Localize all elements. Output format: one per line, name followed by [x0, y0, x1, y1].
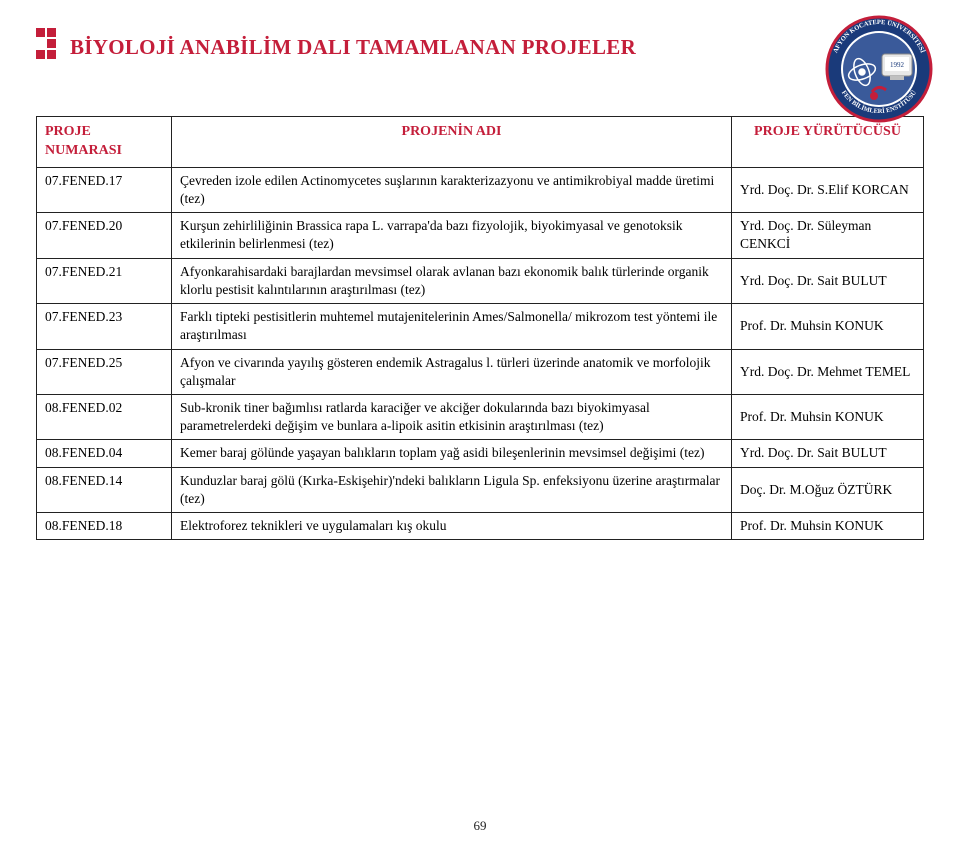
cell-name: Afyonkarahisardaki barajlardan mevsimsel… [172, 258, 732, 303]
cell-code: 07.FENED.25 [37, 349, 172, 394]
title-bar: BİYOLOJİ ANABİLİM DALI TAMAMLANAN PROJEL… [36, 28, 924, 66]
cell-code: 07.FENED.17 [37, 167, 172, 212]
header-name: PROJENİN ADI [172, 117, 732, 168]
table-row: 08.FENED.18Elektroforez teknikleri ve uy… [37, 513, 924, 540]
cell-code: 07.FENED.21 [37, 258, 172, 303]
cell-name: Farklı tipteki pestisitlerin muhtemel mu… [172, 304, 732, 349]
table-row: 07.FENED.17Çevreden izole edilen Actinom… [37, 167, 924, 212]
cell-code: 07.FENED.20 [37, 213, 172, 258]
table-row: 08.FENED.02Sub-kronik tiner bağımlısı ra… [37, 394, 924, 439]
table-row: 07.FENED.23Farklı tipteki pestisitlerin … [37, 304, 924, 349]
table-row: 08.FENED.14Kunduzlar baraj gölü (Kırka-E… [37, 467, 924, 512]
cell-name: Sub-kronik tiner bağımlısı ratlarda kara… [172, 394, 732, 439]
table-header-row: PROJE NUMARASI PROJENİN ADI PROJE YÜRÜTÜ… [37, 117, 924, 168]
table-row: 07.FENED.25Afyon ve civarında yayılış gö… [37, 349, 924, 394]
cell-exec: Yrd. Doç. Dr. Sait BULUT [732, 258, 924, 303]
cell-exec: Yrd. Doç. Dr. Mehmet TEMEL [732, 349, 924, 394]
cell-exec: Prof. Dr. Muhsin KONUK [732, 394, 924, 439]
cell-name: Kurşun zehirliliğinin Brassica rapa L. v… [172, 213, 732, 258]
cell-exec: Yrd. Doç. Dr. S.Elif KORCAN [732, 167, 924, 212]
cell-exec: Prof. Dr. Muhsin KONUK [732, 304, 924, 349]
cell-exec: Doç. Dr. M.Oğuz ÖZTÜRK [732, 467, 924, 512]
cell-code: 08.FENED.14 [37, 467, 172, 512]
cell-name: Elektroforez teknikleri ve uygulamaları … [172, 513, 732, 540]
title-decoration-icon [36, 28, 58, 66]
institute-logo: 1992 AFYON KOCATEPE ÜNİVERSİTESİ FEN BİL… [824, 14, 934, 124]
cell-exec: Prof. Dr. Muhsin KONUK [732, 513, 924, 540]
cell-name: Kunduzlar baraj gölü (Kırka-Eskişehir)'n… [172, 467, 732, 512]
cell-name: Kemer baraj gölünde yaşayan balıkların t… [172, 440, 732, 467]
cell-exec: Yrd. Doç. Dr. Sait BULUT [732, 440, 924, 467]
page-number: 69 [0, 818, 960, 834]
cell-name: Afyon ve civarında yayılış gösteren ende… [172, 349, 732, 394]
header-code: PROJE NUMARASI [37, 117, 172, 168]
page-title: BİYOLOJİ ANABİLİM DALI TAMAMLANAN PROJEL… [70, 35, 636, 60]
cell-code: 08.FENED.04 [37, 440, 172, 467]
logo-year: 1992 [890, 61, 905, 69]
cell-exec: Yrd. Doç. Dr. Süleyman CENKCİ [732, 213, 924, 258]
table-row: 07.FENED.20Kurşun zehirliliğinin Brassic… [37, 213, 924, 258]
table-row: 08.FENED.04Kemer baraj gölünde yaşayan b… [37, 440, 924, 467]
header-exec: PROJE YÜRÜTÜCÜSÜ [732, 117, 924, 168]
cell-code: 07.FENED.23 [37, 304, 172, 349]
cell-name: Çevreden izole edilen Actinomycetes suşl… [172, 167, 732, 212]
cell-code: 08.FENED.02 [37, 394, 172, 439]
projects-table: PROJE NUMARASI PROJENİN ADI PROJE YÜRÜTÜ… [36, 116, 924, 540]
cell-code: 08.FENED.18 [37, 513, 172, 540]
table-row: 07.FENED.21Afyonkarahisardaki barajlarda… [37, 258, 924, 303]
